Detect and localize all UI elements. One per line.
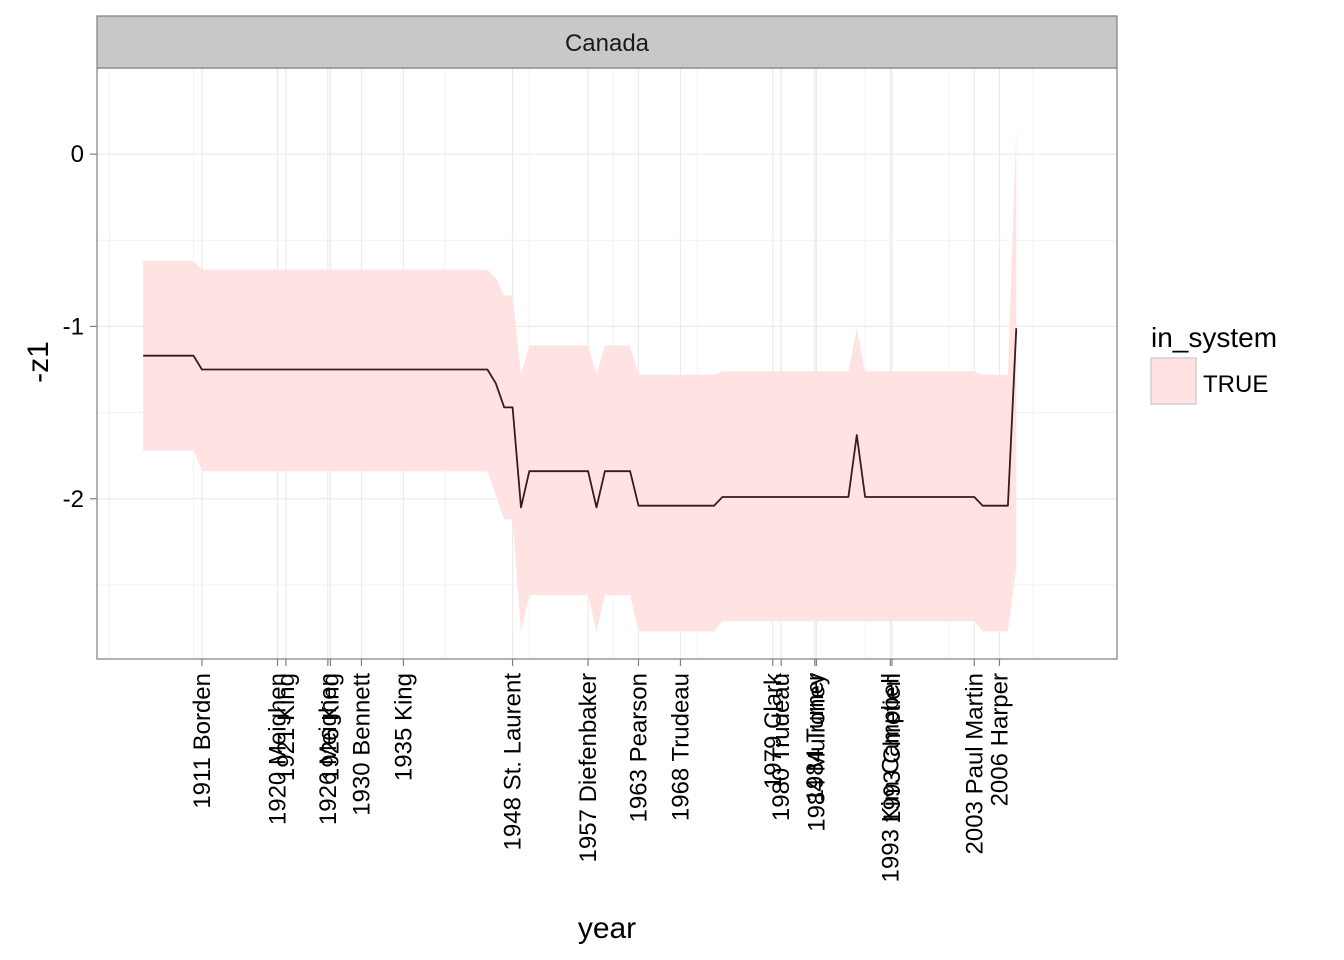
x-tick-label: 1984 Mulroney: [804, 673, 831, 832]
y-axis-title: -z1: [22, 341, 55, 383]
legend-key-true: [1150, 357, 1197, 405]
series-line: [143, 328, 1018, 509]
legend: in_system TRUE: [1150, 322, 1277, 405]
x-tick-label: 1911 Borden: [189, 673, 216, 809]
x-tick-label: 1948 St. Laurent: [500, 673, 527, 851]
x-tick-label: 1921 King: [273, 673, 300, 781]
x-axis-title: year: [578, 912, 636, 945]
x-tick-label: 1993 Chretien: [879, 673, 906, 824]
x-tick-label: 1963 Pearson: [626, 673, 653, 822]
x-tick-label: 1920 Meighen: [265, 673, 292, 825]
facet-strip-label: Canada: [565, 30, 650, 57]
y-axis: 0 -1 -2: [63, 141, 97, 513]
line-layer: [143, 328, 1018, 509]
x-tick-label: 1926 King: [317, 673, 344, 781]
x-tick-label: 1957 Diefenbaker: [575, 673, 602, 862]
facet-strip: [96, 15, 1118, 69]
x-tick-label: 1984 Turner: [802, 673, 829, 802]
x-tick-label: 1980 Trudeau: [768, 673, 795, 821]
x-tick-label: 1993 Kim Campbell: [877, 673, 904, 882]
x-tick-label: 1926 Meighen: [315, 673, 342, 825]
x-tick-label: 1935 King: [390, 673, 417, 781]
confidence-ribbon: [143, 126, 1017, 632]
ribbon-layer: [143, 126, 1017, 632]
x-tick-label: 1979 Clark: [760, 672, 787, 789]
y-tick-label: -2: [63, 486, 84, 513]
x-tick-label: 1930 Bennett: [348, 673, 375, 816]
x-tick-label: 2003 Paul Martin: [961, 673, 988, 854]
legend-label-true: TRUE: [1203, 371, 1268, 398]
x-tick-label: 2006 Harper: [987, 673, 1014, 806]
y-tick-label: -1: [63, 313, 84, 340]
x-tick-label: 1968 Trudeau: [668, 673, 695, 821]
legend-title: in_system: [1151, 322, 1277, 353]
y-tick-label: 0: [71, 141, 84, 168]
